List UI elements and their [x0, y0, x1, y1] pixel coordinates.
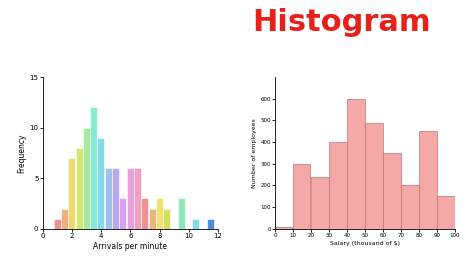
Bar: [156, 198, 163, 229]
Bar: [365, 123, 383, 229]
Bar: [347, 99, 365, 229]
Bar: [61, 209, 68, 229]
Bar: [90, 107, 97, 229]
Bar: [207, 219, 214, 229]
Bar: [438, 196, 455, 229]
X-axis label: Salary (thousand of $): Salary (thousand of $): [330, 241, 400, 246]
Y-axis label: Number of employees: Number of employees: [253, 118, 257, 188]
Bar: [419, 131, 437, 229]
Bar: [293, 164, 310, 229]
Bar: [134, 168, 141, 229]
Bar: [192, 219, 200, 229]
Bar: [401, 185, 419, 229]
Bar: [149, 209, 155, 229]
Bar: [83, 128, 90, 229]
Bar: [112, 168, 119, 229]
Bar: [329, 142, 346, 229]
Bar: [141, 198, 148, 229]
Bar: [311, 177, 328, 229]
Bar: [163, 209, 170, 229]
X-axis label: Arrivals per minute: Arrivals per minute: [93, 242, 167, 251]
Bar: [119, 198, 127, 229]
Bar: [383, 153, 401, 229]
Y-axis label: Frequency: Frequency: [18, 133, 27, 173]
Bar: [105, 168, 112, 229]
Bar: [54, 219, 61, 229]
Bar: [68, 158, 75, 229]
Bar: [275, 227, 292, 229]
Bar: [75, 148, 82, 229]
Bar: [178, 198, 185, 229]
Bar: [98, 138, 104, 229]
Text: Histogram: Histogram: [252, 8, 430, 37]
Bar: [127, 168, 134, 229]
